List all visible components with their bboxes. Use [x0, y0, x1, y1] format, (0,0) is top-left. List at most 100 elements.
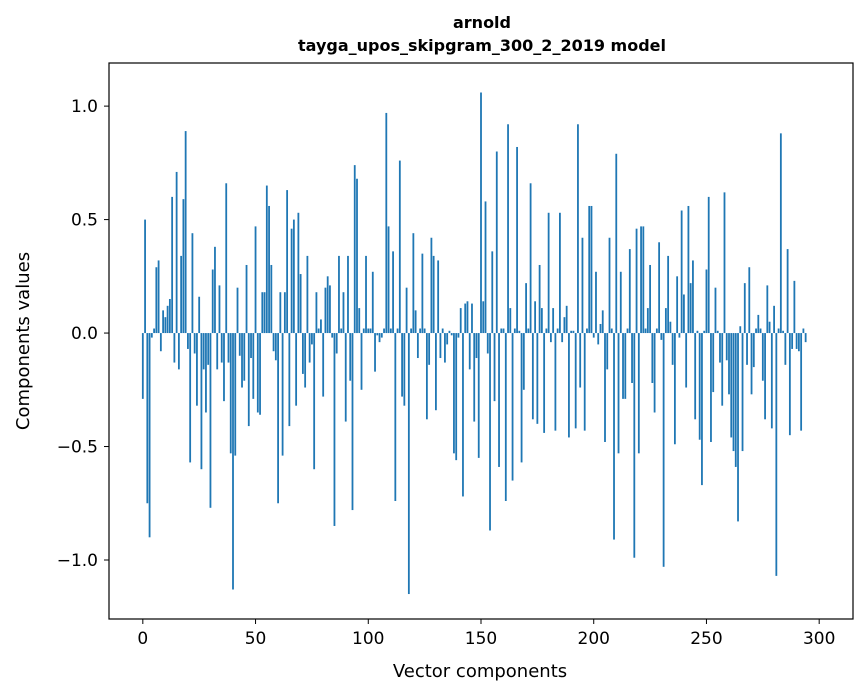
bar-component-284	[782, 330, 785, 334]
bar-component-194	[579, 333, 582, 388]
bar-component-92	[349, 333, 352, 381]
bar-component-99	[365, 255, 367, 334]
bar-component-127	[428, 333, 431, 365]
bar-component-271	[752, 333, 755, 368]
bar-component-191	[572, 330, 575, 334]
bar-component-16	[177, 333, 180, 370]
bar-component-204	[601, 310, 604, 334]
bar-component-278	[768, 321, 771, 334]
bar-component-282	[777, 328, 780, 334]
bar-component-3	[148, 333, 151, 538]
bar-component-133	[441, 328, 444, 334]
y-tick-label: 1.0	[71, 97, 98, 117]
bar-component-276	[764, 333, 766, 420]
bar-component-24	[196, 333, 198, 406]
bar-component-253	[712, 333, 715, 393]
bar-component-280	[773, 305, 775, 334]
bar-component-2	[146, 333, 149, 504]
bar-component-148	[475, 333, 478, 359]
bar-component-262	[732, 333, 735, 452]
bar-component-71	[301, 333, 304, 374]
bar-component-126	[425, 333, 428, 420]
bar-component-269	[748, 267, 751, 334]
bar-component-121	[414, 310, 417, 334]
bar-component-207	[608, 237, 611, 334]
bar-component-244	[692, 260, 694, 334]
bar-component-131	[437, 260, 440, 334]
bar-component-109	[387, 226, 390, 334]
bar-component-200	[592, 333, 595, 338]
bar-component-12	[168, 299, 171, 334]
bar-component-103	[374, 333, 376, 372]
bar-component-212	[619, 271, 622, 334]
bar-component-86	[335, 333, 338, 354]
bar-component-48	[250, 333, 252, 359]
bar-component-28	[205, 333, 207, 413]
bar-component-112	[394, 333, 397, 501]
bar-component-68	[295, 333, 298, 406]
bar-component-134	[444, 333, 446, 363]
bar-component-245	[694, 333, 697, 420]
bar-component-220	[637, 333, 640, 454]
bar-component-203	[599, 323, 602, 334]
x-axis-label: Vector components	[393, 661, 567, 682]
bar-component-274	[759, 328, 762, 334]
bar-component-18	[182, 199, 185, 334]
bar-component-72	[304, 333, 307, 388]
bar-component-40	[232, 333, 234, 590]
bar-component-61	[279, 292, 282, 334]
chart-title: arnold	[453, 13, 511, 32]
bar-component-241	[685, 333, 688, 388]
bar-component-108	[385, 112, 388, 334]
bar-component-54	[263, 292, 266, 334]
bar-component-237	[676, 276, 679, 334]
bar-component-119	[410, 328, 413, 334]
bar-component-223	[644, 328, 647, 334]
bar-component-259	[725, 333, 728, 361]
bar-component-13	[171, 196, 174, 334]
bar-component-281	[775, 333, 778, 576]
bar-component-286	[786, 249, 789, 334]
bar-component-97	[360, 333, 363, 390]
bar-component-117	[405, 287, 408, 334]
bar-component-122	[416, 333, 419, 359]
bar-component-91	[347, 255, 349, 334]
bar-component-273	[757, 314, 760, 334]
bar-component-208	[610, 328, 613, 334]
bar-component-39	[229, 333, 232, 454]
bar-component-251	[707, 196, 710, 334]
bar-component-256	[719, 333, 721, 363]
bar-component-257	[721, 333, 724, 406]
bar-component-283	[779, 133, 782, 334]
bar-component-136	[448, 330, 451, 334]
bar-component-197	[586, 328, 588, 334]
bar-component-102	[371, 271, 374, 334]
bar-component-287	[788, 333, 791, 436]
bar-component-230	[660, 333, 663, 340]
x-tick-label: 300	[803, 629, 835, 649]
x-tick-label: 250	[690, 629, 722, 649]
bar-component-180	[547, 212, 550, 334]
bar-component-120	[412, 233, 415, 334]
bar-component-144	[466, 301, 469, 334]
bar-component-155	[491, 251, 494, 334]
bar-component-114	[398, 160, 401, 334]
bar-component-182	[552, 308, 555, 334]
x-tick-label: 50	[245, 629, 267, 649]
bar-component-30	[209, 333, 212, 508]
bar-component-36	[223, 333, 225, 402]
bar-component-29	[207, 333, 210, 365]
bar-component-75	[311, 333, 313, 345]
bar-component-162	[507, 124, 509, 334]
bar-component-22	[191, 233, 194, 334]
bar-component-60	[277, 333, 279, 504]
bar-component-153	[486, 333, 489, 354]
bar-component-47	[247, 333, 250, 427]
bar-component-260	[728, 333, 730, 395]
bar-component-70	[299, 274, 302, 334]
bar-component-10	[164, 317, 167, 334]
bar-component-232	[664, 308, 667, 334]
bar-component-268	[746, 333, 748, 365]
bar-component-178	[543, 333, 546, 433]
y-tick-label: −1.0	[57, 551, 98, 571]
